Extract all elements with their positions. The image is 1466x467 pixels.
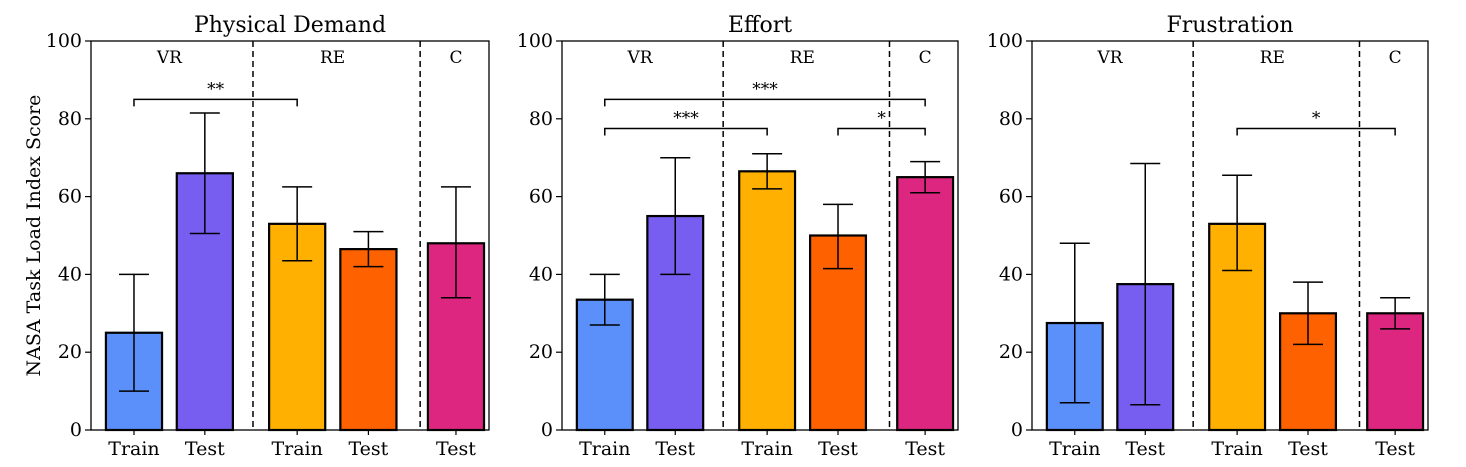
significance-label: * xyxy=(877,109,886,129)
y-axis-label: NASA Task Load Index Score xyxy=(23,95,45,377)
group-label-vr: VR xyxy=(156,48,183,68)
y-tick-label: 60 xyxy=(999,186,1023,208)
y-tick-label: 40 xyxy=(999,263,1023,285)
chart-title: Physical Demand xyxy=(194,13,386,38)
x-tick-label: Test xyxy=(905,438,945,460)
group-label-vr: VR xyxy=(626,48,653,68)
y-tick-label: 100 xyxy=(517,30,553,52)
plot-frame xyxy=(561,40,959,431)
x-tick-label: Test xyxy=(185,438,225,460)
y-tick-label: 40 xyxy=(529,263,553,285)
y-tick-label: 100 xyxy=(987,30,1023,52)
y-tick-label: 100 xyxy=(46,30,82,52)
y-tick-label: 60 xyxy=(58,186,82,208)
significance-label: * xyxy=(1312,109,1321,129)
bar-c-test xyxy=(896,176,955,432)
x-tick-label: Test xyxy=(348,438,388,460)
group-label-re: RE xyxy=(790,48,815,68)
significance-bracket xyxy=(1236,127,1396,136)
y-tick-label: 80 xyxy=(58,108,82,130)
significance-label: *** xyxy=(673,109,699,129)
group-label-re: RE xyxy=(320,48,345,68)
y-tick-label: 0 xyxy=(541,419,553,441)
y-tick-label: 0 xyxy=(1011,419,1023,441)
bar-re-train xyxy=(738,170,797,432)
group-label-c: C xyxy=(449,48,462,68)
significance-bracket xyxy=(837,127,926,136)
plot-frame xyxy=(90,40,490,431)
significance-bracket xyxy=(604,98,926,107)
y-tick-label: 0 xyxy=(70,419,82,441)
x-tick-label: Train xyxy=(1049,438,1100,460)
group-label-c: C xyxy=(1389,48,1402,68)
x-tick-label: Train xyxy=(579,438,630,460)
x-tick-label: Test xyxy=(436,438,476,460)
x-tick-label: Train xyxy=(1211,438,1262,460)
bar-re-test xyxy=(808,234,868,432)
y-tick-label: 40 xyxy=(58,263,82,285)
y-tick-label: 80 xyxy=(999,108,1023,130)
chart-title: Frustration xyxy=(1166,13,1293,38)
x-tick-label: Train xyxy=(741,438,792,460)
plot-frame xyxy=(1031,40,1429,431)
significance-label: *** xyxy=(752,79,778,99)
significance-bracket xyxy=(133,98,298,107)
chart-panel-1: Physical Demand NASA Task Load Index Scor… xyxy=(23,13,490,460)
significance-label: ** xyxy=(207,79,225,99)
x-tick-label: Test xyxy=(655,438,695,460)
chart-title: Effort xyxy=(728,13,792,38)
chart-panel-3: Frustration VR RE C Train Test Train Test Test * 0… xyxy=(987,13,1429,460)
bar-c-test xyxy=(1366,312,1425,432)
y-tick-label: 20 xyxy=(999,341,1023,363)
x-tick-label: Test xyxy=(1375,438,1415,460)
x-tick-label: Test xyxy=(1288,438,1328,460)
y-tick-label: 20 xyxy=(58,341,82,363)
significance-bracket xyxy=(604,127,768,136)
group-label-vr: VR xyxy=(1096,48,1123,68)
x-tick-label: Train xyxy=(108,438,159,460)
x-tick-label: Test xyxy=(1125,438,1165,460)
y-tick-label: 20 xyxy=(529,341,553,363)
group-label-c: C xyxy=(919,48,932,68)
y-tick-label: 80 xyxy=(529,108,553,130)
y-tick-label: 60 xyxy=(529,186,553,208)
group-label-re: RE xyxy=(1260,48,1285,68)
bar-re-test xyxy=(339,248,398,432)
x-tick-label: Test xyxy=(818,438,858,460)
x-tick-label: Train xyxy=(271,438,322,460)
